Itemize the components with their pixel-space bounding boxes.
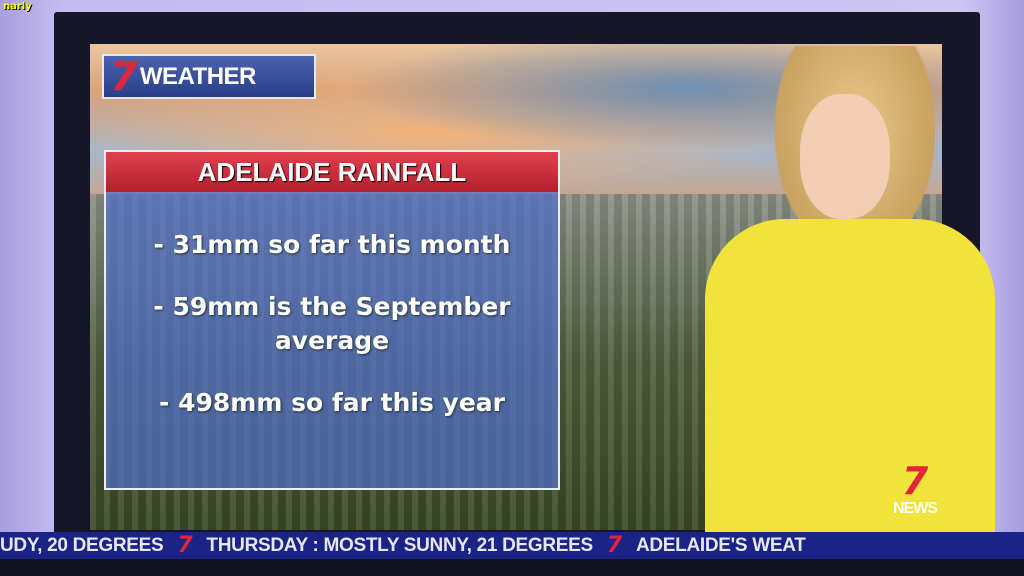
ticker-item: ADELAIDE'S WEAT (635, 534, 806, 556)
panel-title: ADELAIDE RAINFALL (106, 152, 558, 192)
panel-body: - 31mm so far this month - 59mm is the S… (106, 192, 558, 488)
bullet-item: - 31mm so far this month (153, 230, 511, 259)
overlay-tag: narly (3, 1, 32, 12)
bullet-item: - 498mm so far this year (159, 388, 505, 417)
bullet-item: - 59mm is the September average (153, 292, 511, 355)
studio-floor (0, 559, 1024, 576)
logo-text: WEATHER (139, 62, 257, 90)
ticker-item: THURSDAY : MOSTLY SUNNY, 21 DEGREES (206, 534, 593, 556)
seven-logo-icon: 7 (901, 459, 929, 503)
seven-logo-icon: 7 (110, 53, 138, 100)
seven-separator-icon: 7 (177, 533, 193, 558)
channel-bug-text: NEWS (893, 500, 938, 517)
ticker-item: UDY, 20 DEGREES (0, 534, 164, 556)
presenter-face (800, 94, 890, 219)
rainfall-panel: ADELAIDE RAINFALL - 31mm so far this mon… (104, 150, 560, 490)
presenter-body (705, 219, 995, 539)
seven-separator-icon: 7 (606, 533, 622, 558)
weather-logo: 7 WEATHER (102, 54, 316, 99)
news-ticker: UDY, 20 DEGREES 7 THURSDAY : MOSTLY SUNN… (0, 532, 1024, 559)
presenter (700, 44, 1000, 539)
channel-bug: 7 NEWS (880, 462, 950, 518)
